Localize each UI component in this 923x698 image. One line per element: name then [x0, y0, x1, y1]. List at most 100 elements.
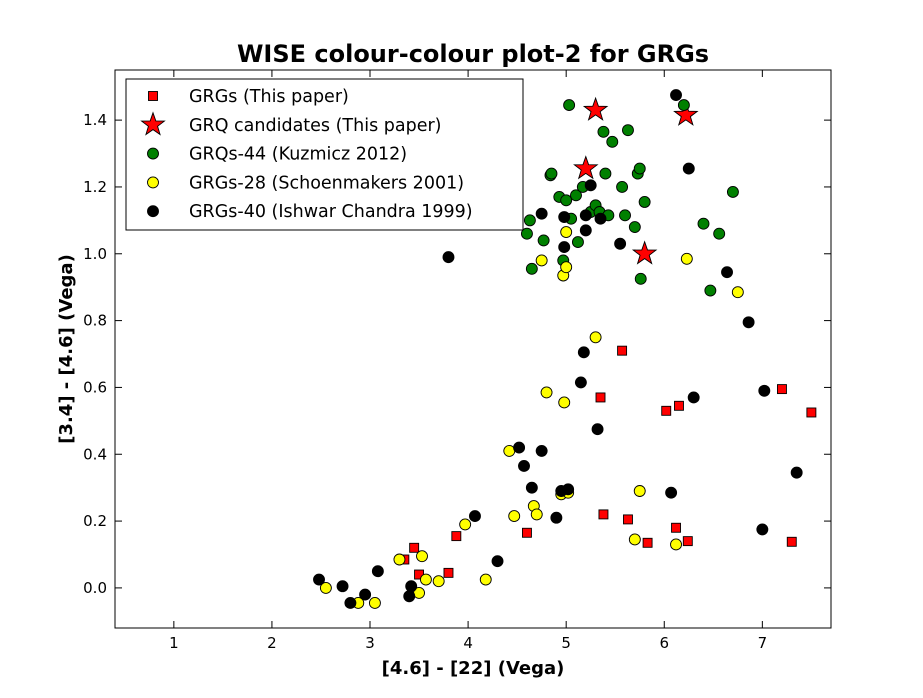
- data-point: [344, 596, 357, 609]
- data-point: [638, 196, 651, 208]
- data-point: [584, 179, 597, 192]
- data-point: [687, 391, 700, 404]
- data-point: [682, 536, 693, 547]
- data-point: [591, 423, 604, 436]
- data-point: [405, 580, 418, 593]
- data-point: [786, 536, 797, 547]
- data-point: [571, 236, 584, 249]
- series-grgs-28-schoenmakers-2001: [319, 226, 744, 609]
- data-point: [525, 481, 538, 494]
- series-grgs-40-ishwar-chandra-1999: [313, 89, 803, 609]
- x-tick-label: 4: [463, 634, 473, 652]
- data-point: [628, 221, 641, 233]
- data-point: [479, 573, 492, 586]
- data-point: [409, 542, 420, 553]
- data-point: [451, 531, 462, 542]
- data-point: [416, 550, 428, 563]
- data-point: [535, 207, 548, 220]
- data-point: [535, 444, 548, 457]
- data-point: [359, 588, 372, 601]
- data-point: [523, 214, 536, 227]
- data-point: [550, 511, 563, 524]
- data-point: [790, 466, 803, 479]
- data-point: [665, 486, 678, 499]
- data-point: [368, 596, 381, 609]
- legend-label: GRQ candidates (This paper): [189, 116, 442, 136]
- y-tick-label: 1.0: [83, 245, 107, 263]
- data-point: [525, 262, 538, 275]
- series-grgs-this-paper: [399, 345, 817, 580]
- data-point: [713, 227, 726, 240]
- data-point: [806, 407, 817, 418]
- data-point: [673, 101, 699, 126]
- y-tick-label: 1.4: [83, 111, 107, 129]
- x-tick-label: 7: [758, 634, 768, 652]
- data-point: [577, 346, 590, 359]
- data-point: [631, 240, 658, 265]
- legend: GRGs (This paper) GRQ candidates (This pa…: [125, 78, 524, 231]
- x-tick-label: 2: [267, 634, 277, 652]
- data-point: [628, 533, 641, 546]
- data-point: [336, 580, 349, 593]
- legend-label: GRGs-28 (Schoenmakers 2001): [189, 173, 464, 193]
- data-point: [558, 396, 571, 409]
- legend-label: GRQs-44 (Kuzmicz 2012): [189, 145, 407, 165]
- plot-area: [313, 89, 817, 609]
- y-tick-label: 0.2: [83, 512, 107, 530]
- data-point: [573, 155, 599, 180]
- data-point: [704, 284, 717, 297]
- data-point: [670, 89, 682, 102]
- data-point: [721, 266, 733, 279]
- data-point: [518, 459, 530, 472]
- data-point: [491, 555, 504, 568]
- data-point: [634, 272, 647, 285]
- data-point: [560, 194, 573, 207]
- data-point: [597, 125, 610, 138]
- data-point: [508, 510, 521, 523]
- data-point: [617, 345, 628, 356]
- data-point: [606, 135, 619, 148]
- data-point: [560, 226, 573, 239]
- series-grq-candidates-this-paper: [573, 96, 699, 265]
- data-point: [619, 209, 631, 222]
- legend-item: GRGs (This paper): [148, 87, 349, 107]
- data-point: [674, 400, 684, 411]
- data-point: [537, 234, 550, 247]
- data-point: [442, 251, 455, 264]
- data-point: [697, 217, 710, 230]
- data-point: [513, 441, 526, 454]
- x-tick-label: 5: [561, 634, 571, 652]
- data-point: [589, 331, 602, 344]
- data-point: [614, 237, 627, 250]
- data-point: [371, 565, 384, 578]
- y-tick-label: 0.0: [83, 579, 107, 597]
- data-point: [680, 252, 693, 265]
- data-point: [403, 590, 416, 603]
- data-point: [570, 189, 582, 202]
- data-point: [579, 209, 592, 222]
- x-axis-label: [4.6] - [22] (Vega): [382, 658, 565, 679]
- data-point: [677, 99, 690, 112]
- y-tick-label: 0.8: [83, 312, 107, 330]
- data-point: [642, 537, 653, 548]
- data-point: [443, 567, 454, 578]
- data-point: [633, 162, 646, 175]
- data-point: [742, 316, 755, 329]
- data-point: [560, 261, 573, 274]
- data-point: [562, 483, 575, 496]
- x-tick-label: 1: [169, 634, 179, 652]
- legend-item: GRQ candidates (This paper): [140, 111, 442, 136]
- data-point: [622, 124, 634, 137]
- data-point: [535, 254, 548, 267]
- data-point: [540, 386, 553, 399]
- data-point: [313, 573, 325, 586]
- axes: 1 2 3 4 5 6 7 0.0 0.2 0.4 0.6 0.8 1.0 1.2 1.4: [83, 70, 831, 652]
- legend-item: GRGs-40 (Ishwar Chandra 1999): [147, 202, 473, 222]
- legend-marker: [147, 147, 159, 160]
- data-point: [595, 392, 606, 403]
- data-point: [671, 522, 681, 533]
- data-point: [598, 509, 609, 520]
- data-point: [623, 514, 633, 525]
- x-tick-label: 3: [365, 634, 375, 652]
